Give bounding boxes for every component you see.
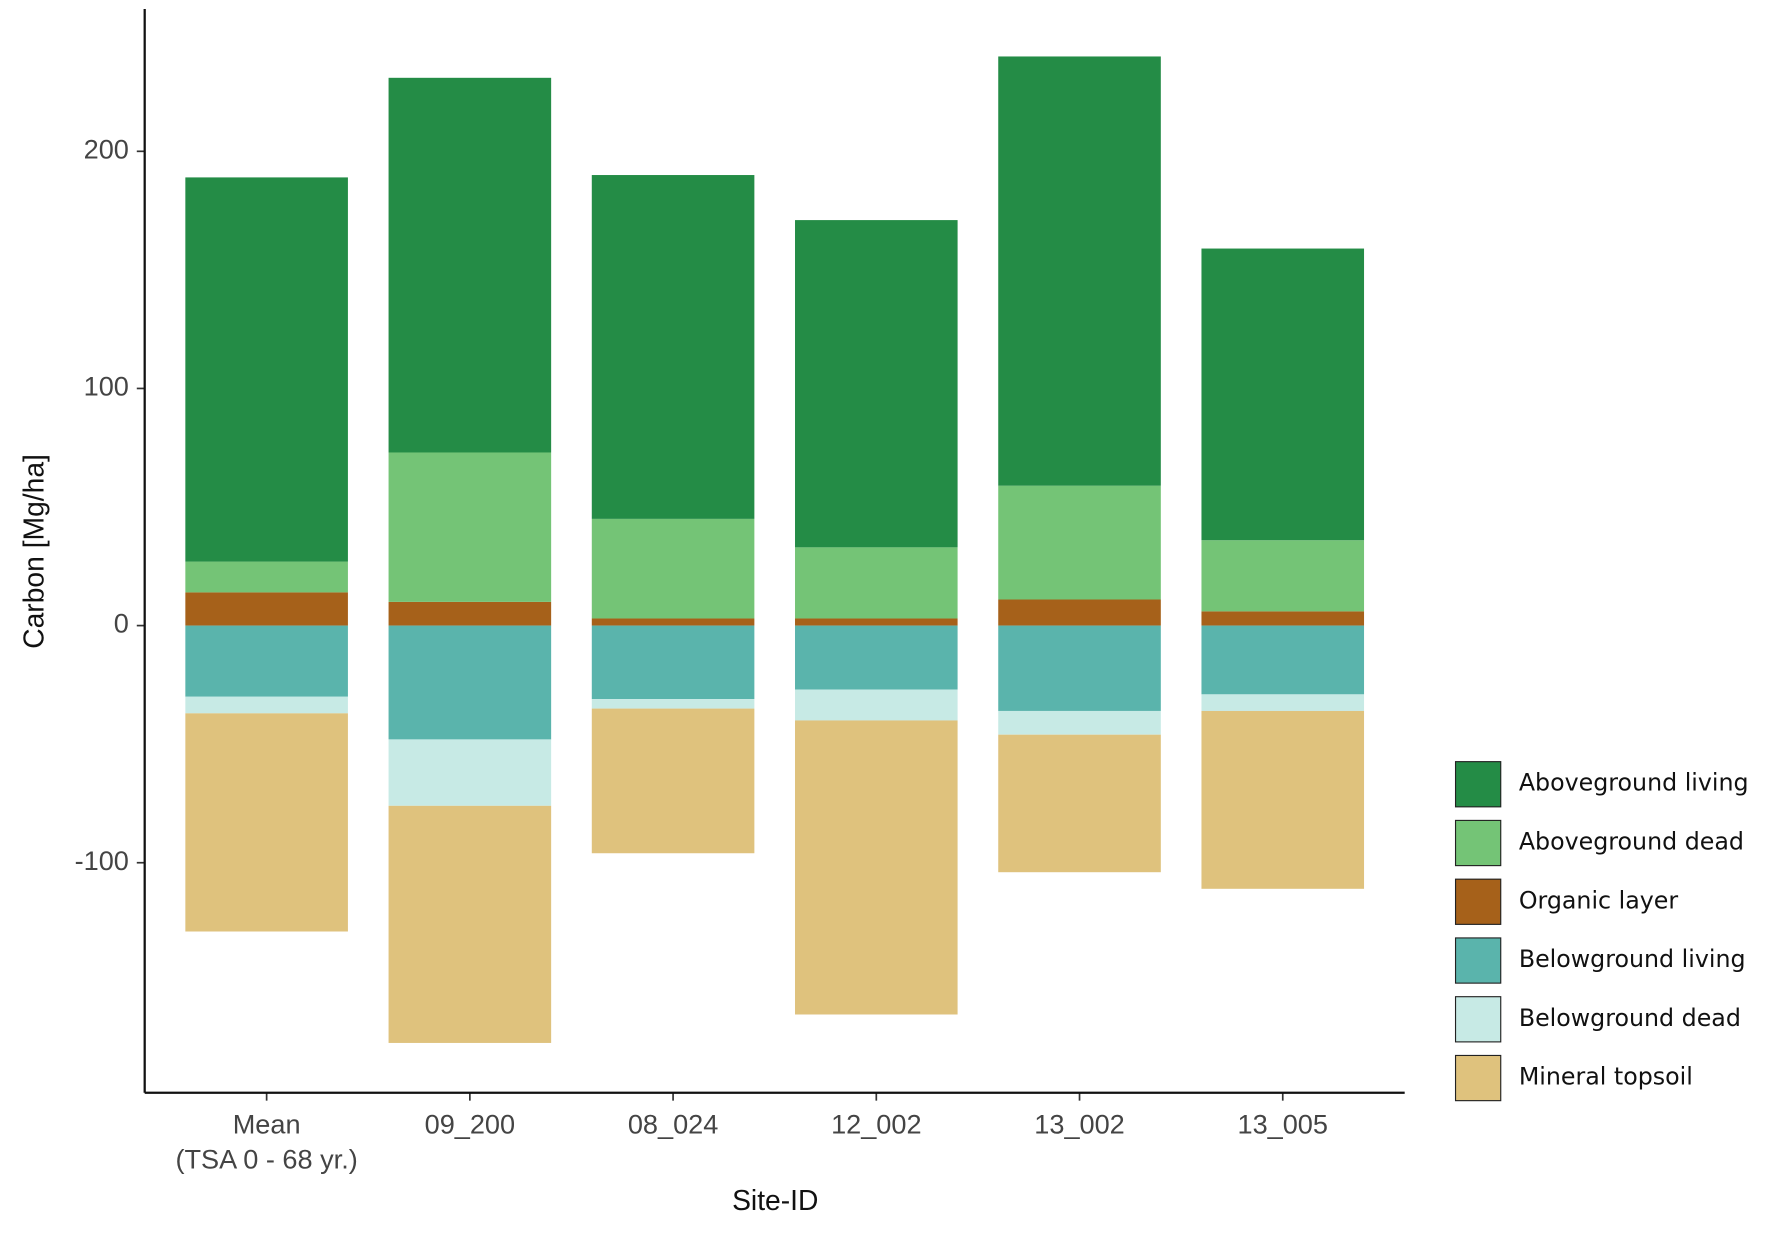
bar-segment — [998, 734, 1161, 873]
legend-label: Mineral topsoil — [1519, 1063, 1693, 1091]
bar-segment — [795, 220, 958, 548]
bar-segment — [795, 720, 958, 1015]
bar-segment — [591, 625, 755, 700]
bar-segment — [185, 625, 348, 697]
bar-segment — [591, 175, 755, 519]
bar-segment — [795, 625, 958, 690]
bar-segment — [591, 518, 755, 619]
legend-label: Belowground living — [1519, 945, 1746, 973]
bar-segment — [185, 177, 348, 562]
bar-segment — [998, 710, 1161, 735]
y-tick-label: -100 — [75, 845, 129, 876]
y-tick-label: 100 — [84, 371, 129, 402]
bar-segment — [185, 592, 348, 626]
legend-key — [1454, 819, 1502, 867]
x-tick-label: 08_024 — [628, 1109, 718, 1140]
bar-segment — [388, 601, 552, 626]
x-axis-title: Site-ID — [732, 1184, 818, 1216]
x-tick-label: 13_005 — [1238, 1109, 1328, 1140]
x-tick-label: 13_002 — [1034, 1109, 1124, 1140]
bar-segment — [185, 561, 348, 593]
y-tick-label: 0 — [114, 608, 129, 639]
bar-segment — [591, 618, 755, 626]
bar-segment — [795, 618, 958, 626]
legend-key — [1454, 761, 1502, 808]
bar-segment — [998, 625, 1161, 711]
bar-segment — [1201, 248, 1365, 541]
bar-segment — [1201, 625, 1365, 695]
bar-segment — [388, 739, 552, 806]
bar-segment — [388, 625, 552, 740]
bar-segment — [591, 708, 755, 854]
bar-segment — [388, 77, 552, 453]
bar-segment — [591, 699, 755, 709]
legend-label: Belowground dead — [1519, 1004, 1741, 1032]
legend-key — [1454, 878, 1502, 925]
bar-segment — [388, 805, 552, 1043]
legend-label: Aboveground dead — [1519, 828, 1744, 856]
bar-segment — [1201, 710, 1365, 889]
legend-label: Organic layer — [1519, 886, 1679, 914]
bar-segment — [1201, 611, 1365, 626]
bar-segment — [795, 689, 958, 721]
legend-key — [1454, 937, 1502, 984]
bar-segment — [1201, 540, 1365, 612]
bar-segment — [998, 56, 1161, 486]
x-tick-label: Mean (TSA 0 - 68 yr.) — [175, 1109, 357, 1175]
bar-segment — [998, 599, 1161, 626]
bar-segment — [388, 452, 552, 602]
legend-key — [1454, 996, 1502, 1043]
x-tick-label: 12_002 — [831, 1109, 921, 1140]
y-tick-label: 200 — [84, 133, 129, 164]
bar-segment — [185, 696, 348, 714]
bar-segment — [795, 547, 958, 619]
bar-segment — [1201, 694, 1365, 711]
x-tick-label: 09_200 — [425, 1109, 515, 1140]
bar-segment — [185, 713, 348, 932]
legend-key — [1454, 1054, 1502, 1102]
legend-label: Aboveground living — [1519, 769, 1749, 797]
bar-segment — [998, 485, 1161, 600]
y-axis-title: Carbon [Mg/ha] — [18, 454, 50, 649]
